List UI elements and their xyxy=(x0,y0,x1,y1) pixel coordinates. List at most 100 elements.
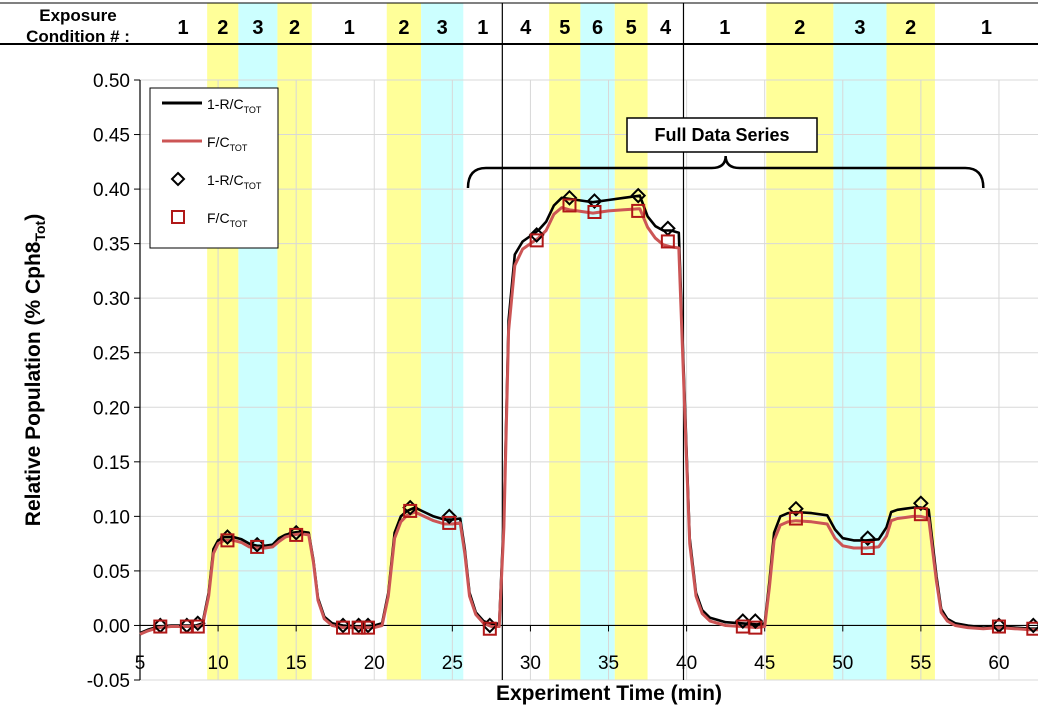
condition-number-2: 3 xyxy=(252,17,263,39)
square-marker-8 xyxy=(361,620,376,635)
y-tick-label-7: 0.30 xyxy=(93,289,130,310)
condition-number-0: 1 xyxy=(177,17,188,39)
condition-number-5: 2 xyxy=(398,17,409,39)
legend-label-1: F/CTOT xyxy=(207,134,248,153)
legend-label-sub-0: TOT xyxy=(244,105,262,115)
square-marker-16 xyxy=(660,234,675,249)
condition-band-10 xyxy=(580,3,615,680)
diamond-marker-19 xyxy=(788,500,804,517)
diamond-marker-14 xyxy=(586,193,603,210)
square-marker-21 xyxy=(913,507,928,522)
y-tick-label-8: 0.35 xyxy=(93,235,130,256)
condition-number-11: 5 xyxy=(626,17,637,39)
y-axis-title-main: Relative Population (% Cph8 xyxy=(22,241,45,526)
legend-swatch-3 xyxy=(171,210,185,224)
y-tick-label-10: 0.45 xyxy=(93,126,130,147)
square-marker-2 xyxy=(190,619,205,634)
diamond-marker-13 xyxy=(561,189,578,206)
condition-number-7: 1 xyxy=(477,17,488,39)
square-marker-5 xyxy=(289,527,304,542)
annotation: Full Data Series xyxy=(466,117,985,189)
condition-number-17: 1 xyxy=(981,17,992,39)
diamond-marker-18 xyxy=(747,613,764,630)
square-marker-22 xyxy=(991,619,1006,634)
square-marker-14 xyxy=(587,205,602,219)
annotation-label: Full Data Series xyxy=(654,125,789,145)
condition-number-8: 4 xyxy=(520,17,532,39)
diamond-marker-4 xyxy=(249,536,266,553)
condition-number-6: 3 xyxy=(437,17,448,39)
legend-swatch-2 xyxy=(170,171,186,187)
square-marker-23 xyxy=(1026,621,1038,636)
square-marker-19 xyxy=(788,511,803,526)
x-tick-label-2: 15 xyxy=(286,653,307,674)
square-marker-18 xyxy=(748,620,763,635)
condition-number-9: 5 xyxy=(559,17,570,39)
legend-label-sub-3: TOT xyxy=(230,219,248,229)
diamond-marker-15 xyxy=(630,187,647,204)
y-tick-label-11: 0.50 xyxy=(93,71,130,92)
y-axis-title-close: ) xyxy=(22,214,45,221)
diamond-marker-10 xyxy=(441,508,458,525)
condition-number-15: 3 xyxy=(854,17,865,39)
square-marker-7 xyxy=(351,620,366,635)
y-tick-label-6: 0.25 xyxy=(93,344,130,365)
condition-band-11 xyxy=(614,3,648,680)
legend-label-sub-2: TOT xyxy=(244,181,262,191)
legend-label-main-2: 1-R/C xyxy=(207,172,244,188)
square-marker-12 xyxy=(529,233,544,248)
condition-number-1: 2 xyxy=(217,17,228,39)
annotation-brace xyxy=(466,155,985,189)
legend-label-main-0: 1-R/C xyxy=(207,96,244,112)
condition-band-16 xyxy=(886,3,935,680)
x-axis-title: Experiment Time (min) xyxy=(496,682,722,705)
square-marker-1 xyxy=(179,619,194,634)
x-tick-label-8: 45 xyxy=(754,653,775,674)
condition-number-10: 6 xyxy=(592,17,603,39)
condition-band-5 xyxy=(386,3,422,680)
condition-number-4: 1 xyxy=(344,17,355,39)
condition-number-14: 2 xyxy=(794,17,805,39)
x-tick-label-0: 5 xyxy=(135,653,146,674)
x-tick-label-10: 55 xyxy=(910,653,931,674)
square-marker-0 xyxy=(153,619,168,634)
y-axis-title: Relative Population (% Cph8Tot) xyxy=(22,214,48,526)
square-marker-4 xyxy=(250,539,265,554)
square-marker-13 xyxy=(562,198,577,213)
condition-number-13: 1 xyxy=(719,17,730,39)
square-marker-15 xyxy=(631,203,646,218)
legend-label-sub-1: TOT xyxy=(230,143,248,153)
square-marker-3 xyxy=(220,533,235,548)
legend-label-0: 1-R/CTOT xyxy=(207,96,262,115)
condition-band-14 xyxy=(766,3,834,680)
diamond-marker-21 xyxy=(912,495,929,512)
square-marker-11 xyxy=(482,621,497,636)
axes: -0.05 0.00 0.05 0.10 0.15 0.20 0.25 0.30 0.35 0.4… xyxy=(87,71,1038,692)
condition-band-3 xyxy=(277,3,312,680)
x-tick-label-11: 60 xyxy=(988,653,1009,674)
legend-label-main-1: F/C xyxy=(207,134,230,150)
x-tick-label-5: 30 xyxy=(520,653,541,674)
legend-label-3: F/CTOT xyxy=(207,210,248,229)
square-marker-20 xyxy=(860,541,875,555)
condition-band-9 xyxy=(549,3,581,680)
y-tick-label-0: -0.05 xyxy=(87,671,130,692)
legend-label-2: 1-R/CTOT xyxy=(207,172,262,191)
condition-band-15 xyxy=(833,3,887,680)
diamond-marker-5 xyxy=(288,524,305,541)
y-tick-label-9: 0.40 xyxy=(93,180,130,201)
condition-band-6 xyxy=(421,3,464,680)
annotation-box xyxy=(626,117,818,153)
y-tick-label-3: 0.10 xyxy=(93,507,130,528)
diamond-marker-6 xyxy=(335,617,351,634)
axis-labels: Experiment Time (min) Relative Population… xyxy=(22,214,722,705)
diamond-marker-20 xyxy=(859,530,876,547)
condition-number-3: 2 xyxy=(289,17,300,39)
y-tick-label-4: 0.15 xyxy=(93,453,130,474)
x-tick-label-7: 40 xyxy=(676,653,697,674)
diamond-marker-12 xyxy=(528,226,545,243)
x-tick-label-9: 50 xyxy=(832,653,853,674)
